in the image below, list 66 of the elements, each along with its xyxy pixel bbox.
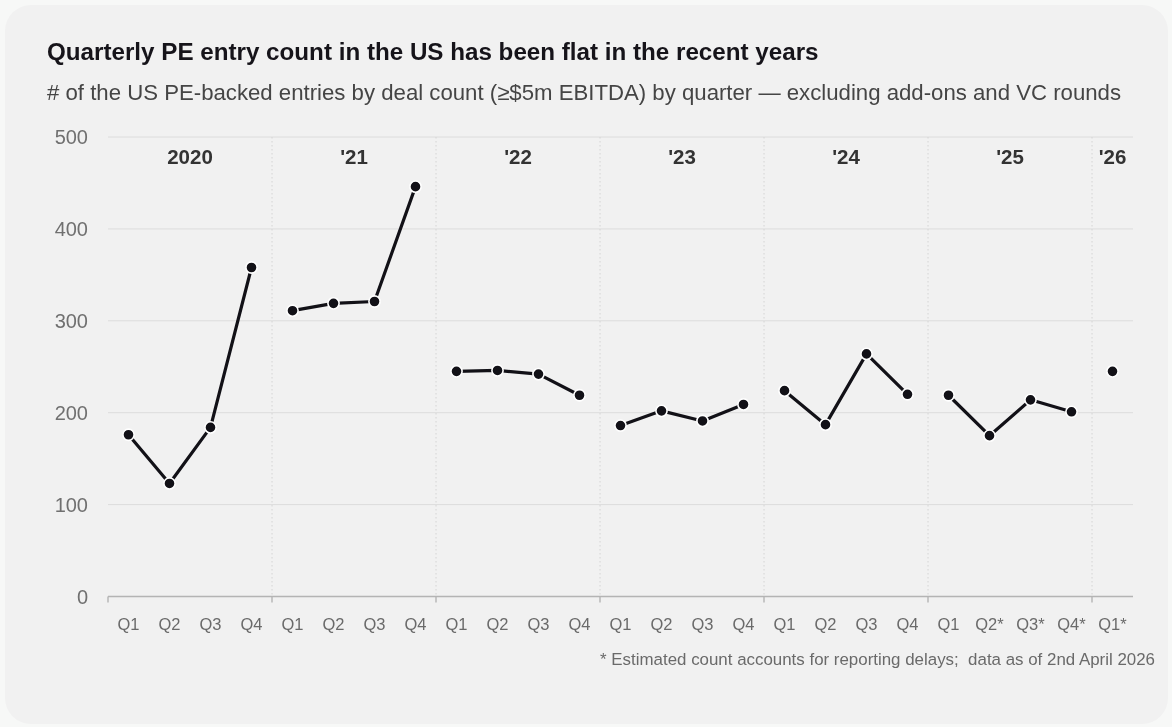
point: [532, 367, 545, 381]
point: [204, 421, 217, 434]
point: [778, 384, 791, 398]
x-tick-label: Q3: [527, 615, 550, 633]
x-tick-label: Q1: [117, 615, 140, 633]
x-tick-label: Q2: [158, 615, 181, 633]
x-tick-label: Q2: [814, 615, 837, 633]
y-tick-label: 500: [54, 126, 88, 148]
point: [573, 388, 586, 402]
x-tick-label: Q3: [855, 615, 878, 633]
annotation: '23: [668, 145, 696, 168]
x-tick-label: Q4: [240, 615, 263, 633]
x-tick-label: Q1: [609, 615, 632, 633]
chart-subtitle: # of the US PE-backed entries by deal count (≥$5m EBITDA) by quarter — excluding add-ons and VC rounds: [47, 80, 1122, 105]
point: [327, 296, 340, 310]
x-tick-label: Q2: [486, 615, 509, 633]
point: [122, 428, 135, 442]
annotation: '22: [504, 145, 532, 168]
point: [696, 414, 709, 428]
point: [286, 304, 299, 318]
point: [655, 404, 668, 418]
point: [450, 364, 463, 378]
point: [368, 295, 381, 308]
x-tick-label: Q1: [281, 615, 304, 633]
x-tick-label: Q4: [404, 615, 427, 633]
point: [409, 180, 422, 194]
point: [245, 261, 258, 274]
x-tick-label: Q4*: [1057, 615, 1087, 633]
annotation: '26: [1098, 145, 1127, 168]
annotation: '21: [340, 145, 368, 168]
point: [1106, 364, 1119, 378]
x-tick-label: Q4: [896, 615, 919, 633]
annotation: 2020: [167, 145, 213, 168]
x-tick-label: Q2: [650, 615, 673, 633]
annotation: '24: [832, 145, 861, 168]
point: [1024, 393, 1037, 407]
x-tick-label: Q1*: [1098, 615, 1128, 633]
x-tick-label: Q3*: [1016, 615, 1046, 633]
y-tick-label: 0: [76, 585, 88, 608]
point: [901, 387, 914, 401]
x-tick-label: Q1: [937, 615, 960, 633]
y-tick-label: 200: [54, 401, 88, 424]
point: [163, 477, 176, 490]
text: * Estimated count accounts for reporting delays; data as of 2nd April 2026: [600, 650, 1155, 669]
point: [942, 388, 955, 402]
point: [983, 429, 996, 443]
x-tick-label: Q4: [732, 615, 755, 633]
x-tick-label: Q3: [363, 615, 386, 633]
annotation: '25: [996, 145, 1024, 168]
point: [491, 364, 504, 377]
x-tick-label: Q3: [691, 615, 714, 633]
x-tick-label: Q3: [199, 615, 222, 633]
x-tick-label: Q4: [568, 615, 591, 633]
point: [737, 398, 750, 411]
chart-title: Quarterly PE entry count in the US has been flat in the recent years: [47, 38, 819, 65]
x-tick-label: Q2: [322, 615, 345, 633]
y-tick-label: 400: [54, 217, 88, 240]
point: [614, 419, 627, 432]
point: [860, 347, 873, 361]
x-tick-label: Q1: [445, 615, 468, 633]
y-tick-label: 300: [54, 309, 88, 332]
y-tick-label: 100: [54, 493, 88, 516]
point: [819, 418, 832, 432]
x-tick-label: Q1: [773, 615, 796, 633]
x-tick-label: Q2*: [975, 615, 1005, 633]
point: [1065, 405, 1078, 419]
